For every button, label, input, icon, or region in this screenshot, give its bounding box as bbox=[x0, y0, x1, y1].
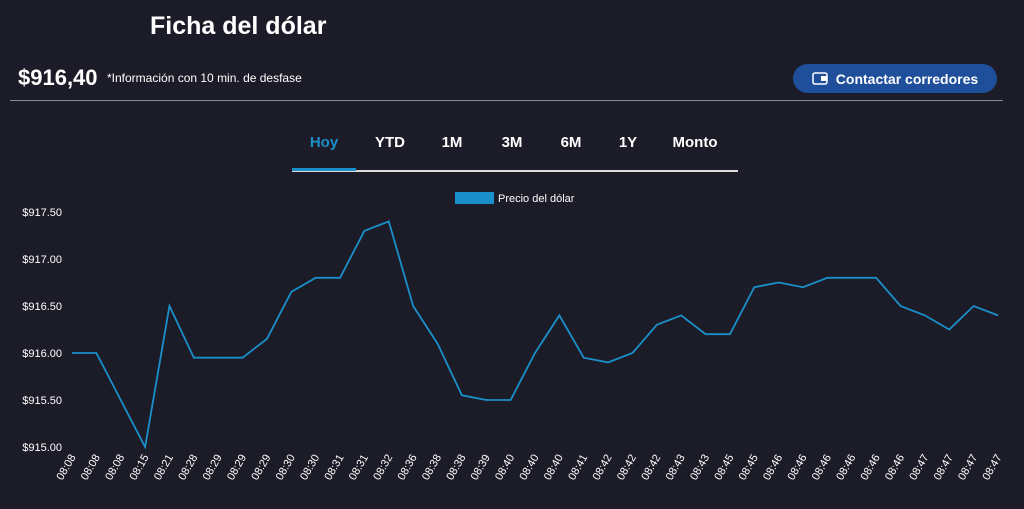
x-tick-label: 08:29 bbox=[201, 453, 225, 483]
x-tick-label: 08:31 bbox=[347, 453, 371, 483]
page-title: Ficha del dólar bbox=[150, 12, 327, 40]
tab[interactable]: 3M bbox=[501, 134, 523, 151]
chart: $915.00 $915.50 $916.00 $916.50 $917.00 $917.… bbox=[22, 192, 1005, 483]
x-tick-label: 08:47 bbox=[956, 453, 980, 483]
x-tick-label: 08:42 bbox=[591, 453, 615, 483]
x-tick-label: 08:46 bbox=[761, 453, 785, 483]
y-tick-label: $915.00 bbox=[22, 442, 62, 454]
tab[interactable]: Hoy bbox=[292, 134, 356, 171]
x-tick-label: 08:08 bbox=[79, 453, 103, 483]
x-tick-label: 08:28 bbox=[176, 453, 200, 483]
x-tick-label: 08:31 bbox=[322, 453, 346, 483]
x-tick-label: 08:43 bbox=[688, 453, 712, 483]
x-tick-label: 08:38 bbox=[420, 453, 444, 483]
tab[interactable]: 1Y bbox=[618, 134, 638, 151]
x-tick-label: 08:45 bbox=[737, 453, 761, 483]
x-tick-label: 08:46 bbox=[834, 453, 858, 483]
legend-swatch bbox=[455, 192, 494, 204]
contact-button-label: Contactar corredores bbox=[835, 70, 979, 87]
x-tick-label: 08:42 bbox=[639, 453, 663, 483]
x-tick-label: 08:43 bbox=[664, 453, 688, 483]
y-tick-label: $917.50 bbox=[22, 207, 62, 219]
x-tick-label: 08:46 bbox=[859, 453, 883, 483]
x-tick-label: 08:46 bbox=[810, 453, 834, 483]
x-tick-label: 08:15 bbox=[128, 453, 152, 483]
x-tick-label: 08:29 bbox=[249, 453, 273, 483]
tab[interactable]: 6M bbox=[560, 134, 582, 151]
x-tick-label: 08:45 bbox=[712, 453, 736, 483]
wallet-icon bbox=[812, 72, 828, 85]
contact-button[interactable]: Contactar corredores bbox=[793, 64, 997, 93]
y-tick-label: $915.50 bbox=[22, 395, 62, 407]
x-tick-label: 08:40 bbox=[493, 453, 517, 483]
x-tick-label: 08:41 bbox=[566, 453, 590, 483]
x-tick-label: 08:30 bbox=[298, 453, 322, 483]
x-tick-label: 08:08 bbox=[103, 453, 127, 483]
divider bbox=[10, 100, 1003, 101]
x-tick-label: 08:08 bbox=[54, 453, 78, 483]
y-tick-label: $917.00 bbox=[22, 254, 62, 266]
x-tick-label: 08:46 bbox=[883, 453, 907, 483]
tab[interactable]: Monto bbox=[672, 134, 718, 151]
tab-bar: Hoy YTD 1M 3M 6M 1Y Monto bbox=[292, 130, 738, 172]
price-note: *Información con 10 min. de desfase bbox=[107, 71, 302, 85]
x-tick-label: 08:29 bbox=[225, 453, 249, 483]
y-tick-label: $916.50 bbox=[22, 301, 62, 313]
x-tick-label: 08:47 bbox=[907, 453, 931, 483]
x-tick-label: 08:21 bbox=[152, 453, 176, 483]
x-tick-label: 08:47 bbox=[980, 453, 1004, 483]
legend-label: Precio del dólar bbox=[498, 193, 575, 205]
x-tick-label: 08:32 bbox=[371, 453, 395, 483]
x-tick-label: 08:40 bbox=[517, 453, 541, 483]
x-tick-label: 08:40 bbox=[542, 453, 566, 483]
x-tick-label: 08:39 bbox=[469, 453, 493, 483]
x-tick-label: 08:38 bbox=[444, 453, 468, 483]
x-tick-label: 08:42 bbox=[615, 453, 639, 483]
price: $916,40 bbox=[18, 65, 98, 90]
x-tick-label: 08:36 bbox=[396, 453, 420, 483]
x-tick-label: 08:47 bbox=[932, 453, 956, 483]
tab[interactable]: 1M bbox=[441, 134, 463, 151]
tab[interactable]: YTD bbox=[375, 134, 405, 151]
y-tick-label: $916.00 bbox=[22, 348, 62, 360]
x-tick-label: 08:30 bbox=[274, 453, 298, 483]
x-tick-label: 08:46 bbox=[785, 453, 809, 483]
price-line bbox=[72, 220, 999, 450]
